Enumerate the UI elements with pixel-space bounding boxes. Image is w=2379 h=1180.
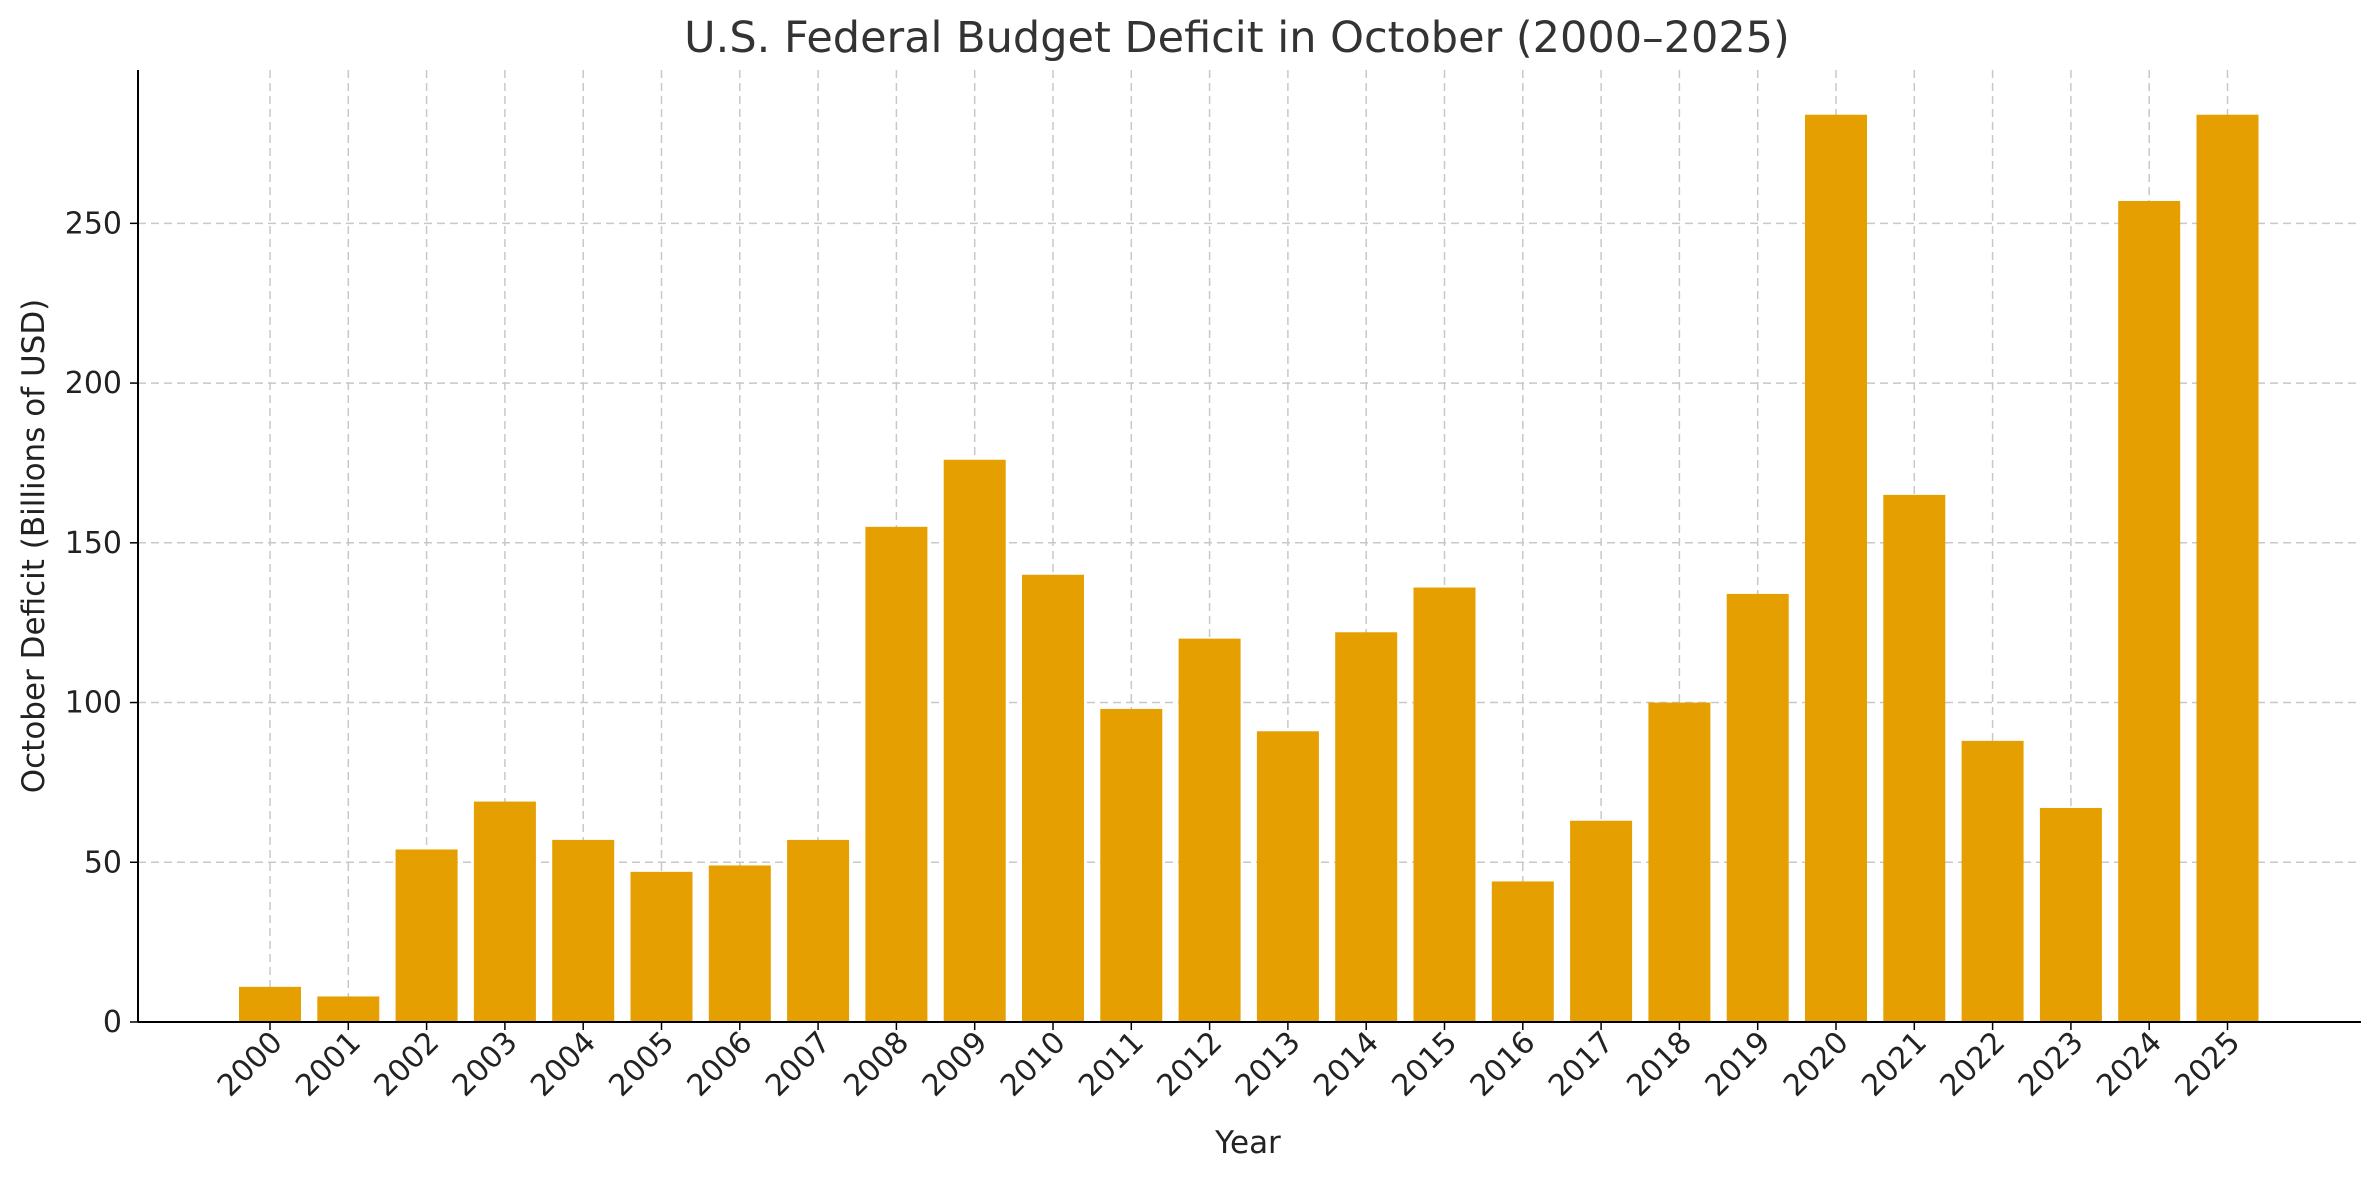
- x-tick-label: 2021: [1855, 1025, 1934, 1104]
- x-tick-label: 2012: [1151, 1025, 1230, 1104]
- bar-2012: [1178, 638, 1241, 1022]
- bar-2009: [943, 459, 1006, 1022]
- x-tick-label: 2000: [211, 1025, 290, 1104]
- bar-2023: [2039, 807, 2102, 1022]
- x-tick-label: 2025: [2168, 1025, 2247, 1104]
- gridlines: [138, 70, 2361, 1022]
- x-tick-label: 2024: [2090, 1025, 2169, 1104]
- chart-title: U.S. Federal Budget Deficit in October (…: [684, 13, 1790, 63]
- x-tick-label: 2014: [1307, 1025, 1386, 1104]
- bar-2020: [1805, 114, 1867, 1022]
- y-tick-label: 100: [65, 686, 122, 721]
- x-tick-label: 2019: [1699, 1025, 1778, 1104]
- bar-2010: [1022, 574, 1084, 1022]
- bar-2006: [708, 865, 771, 1022]
- bar-2014: [1335, 632, 1398, 1022]
- x-tick-label: 2005: [602, 1025, 681, 1104]
- x-tick-label: 2002: [368, 1025, 447, 1104]
- x-tick-label: 2009: [916, 1025, 995, 1104]
- bars: [239, 114, 2259, 1023]
- bar-2008: [865, 526, 928, 1022]
- x-tick-label: 2013: [1229, 1025, 1308, 1104]
- bar-2004: [552, 839, 615, 1022]
- y-tick-label: 250: [65, 206, 122, 241]
- x-tick-label: 2018: [1620, 1025, 1699, 1104]
- y-axis-label: October Deficit (Billions of USD): [16, 299, 52, 794]
- x-tick-label: 2016: [1464, 1025, 1543, 1104]
- x-tick-label: 2017: [1542, 1025, 1621, 1104]
- x-tick-label: 2003: [446, 1025, 525, 1104]
- x-tick-label: 2001: [289, 1025, 368, 1104]
- x-tick-label: 2020: [1777, 1025, 1856, 1104]
- x-tick-label: 2011: [1072, 1025, 1151, 1104]
- y-tick-label: 0: [103, 1005, 122, 1040]
- bar-2024: [2118, 200, 2181, 1022]
- x-tick-label: 2023: [2012, 1025, 2091, 1104]
- bar-2015: [1413, 587, 1476, 1022]
- x-tick-label: 2022: [1934, 1025, 2013, 1104]
- y-tick-labels: 0 50 100 150 200 250: [65, 206, 122, 1040]
- bar-2001: [317, 996, 380, 1022]
- x-axis-label: Year: [1214, 1125, 1281, 1161]
- y-tick-label: 150: [65, 526, 122, 561]
- x-tick-label: 2007: [759, 1025, 838, 1104]
- x-tick-label: 2010: [994, 1025, 1073, 1104]
- bar-2000: [239, 986, 301, 1022]
- bar-2017: [1570, 820, 1633, 1022]
- x-tick-label: 2006: [681, 1025, 760, 1104]
- bar-2007: [787, 839, 850, 1022]
- x-tick-label: 2008: [837, 1025, 916, 1104]
- bar-2011: [1100, 708, 1163, 1022]
- axes: [130, 70, 2361, 1030]
- bar-2018: [1648, 702, 1711, 1022]
- x-tick-label: 2015: [1385, 1025, 1464, 1104]
- x-tick-label: 2004: [524, 1025, 603, 1104]
- bar-2022: [1961, 740, 2024, 1022]
- y-tick-label: 200: [65, 366, 122, 401]
- bar-2016: [1491, 881, 1554, 1022]
- bar-2003: [473, 801, 536, 1022]
- bar-2005: [630, 871, 693, 1022]
- x-tick-labels: 2000 2001 2002 2003 2004 2005 2006 2007 2008 2009…: [211, 1025, 2247, 1104]
- bar-2021: [1883, 494, 1946, 1023]
- bar-2025: [2196, 114, 2259, 1022]
- bar-2002: [395, 849, 458, 1022]
- bar-2019: [1726, 593, 1789, 1022]
- y-tick-label: 50: [84, 845, 122, 880]
- bar-2013: [1256, 731, 1319, 1022]
